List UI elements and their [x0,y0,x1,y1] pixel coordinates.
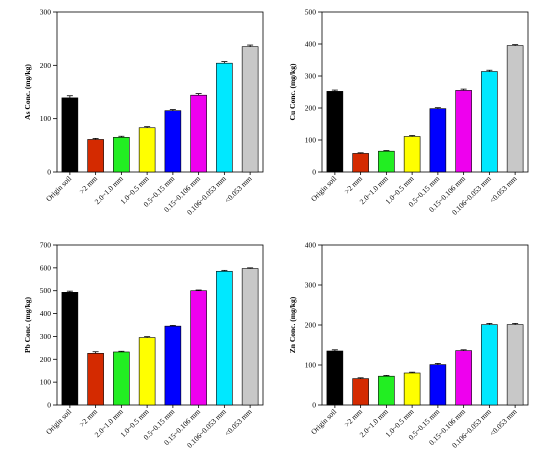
x-category-label: Origin soil [309,407,338,436]
x-category-label: >2 mm [342,174,364,196]
plot-frame [56,244,264,406]
bar [138,337,156,406]
y-tick-label: 200 [40,355,52,364]
bar [429,364,447,406]
bar [61,292,79,406]
x-category-label: Origin soil [44,407,73,436]
y-axis-title: As Conc. (mg/kg) [23,64,32,120]
y-tick-label: 300 [305,281,317,290]
bar [429,108,447,173]
bar [455,350,472,406]
bar [326,350,344,406]
y-axis-title: Zn Conc. (mg/kg) [288,296,297,353]
y-tick-label: 500 [40,286,52,295]
x-category-label: Origin soil [44,174,73,203]
bar [138,127,156,173]
x-category-label: <0.053 mm [223,174,254,205]
bar [113,351,130,406]
bar [61,97,79,173]
y-tick-label: 400 [40,309,52,318]
pb-panel: 0 100 200 300 400 500 600 700 Pb Conc. (mg/kg) Or… [23,241,264,450]
x-category-label: <0.053 mm [488,407,519,438]
bar [326,91,344,173]
bar [113,137,130,173]
bar [352,153,369,173]
bar [190,94,207,173]
bar [216,270,233,406]
y-tick-label: 0 [47,401,51,410]
bar [378,375,395,406]
y-tick-label: 300 [40,8,52,17]
bar [506,45,524,173]
y-tick-label: 400 [305,241,317,250]
x-category-label: >2 mm [77,407,99,429]
y-tick-label: 200 [305,321,317,330]
cu-panel: 0 100 200 300 400 500 Cu Conc. (mg/kg) Origin s… [288,8,529,217]
x-category-label: <0.053 mm [488,174,519,205]
y-tick-label: 500 [305,8,317,17]
y-tick-label: 200 [40,61,52,70]
bar [352,378,369,406]
y-tick-label: 600 [40,263,52,272]
bar [481,324,498,406]
y-tick-label: 0 [47,168,51,177]
x-category-label: Origin soil [309,174,338,203]
y-tick-label: 300 [305,72,317,81]
y-tick-label: 700 [40,241,52,250]
plot-frame [56,11,264,173]
bar [87,139,104,173]
bar [241,46,259,173]
bar [403,372,421,406]
y-tick-label: 100 [305,361,317,370]
bar [216,62,233,173]
y-tick-label: 100 [305,136,317,145]
x-category-label: <0.053 mm [223,407,254,438]
y-tick-label: 0 [312,168,316,177]
as-panel: 0 100 200 300 As Conc. (mg/kg) Origin soil >2 … [23,8,264,217]
bar [190,290,207,406]
bar [87,353,104,406]
x-category-label: >2 mm [342,407,364,429]
bar [506,324,524,406]
zn-panel: 0 100 200 300 400 Zn Conc. (mg/kg) Origin soil… [288,241,529,450]
bar [481,71,498,173]
y-tick-label: 200 [305,104,317,113]
y-tick-label: 100 [40,378,52,387]
bar [378,150,395,173]
bar [241,268,259,406]
y-tick-label: 100 [40,114,52,123]
y-axis-title: Pb Conc. (mg/kg) [23,296,32,353]
y-tick-label: 300 [40,332,52,341]
bar [403,136,421,173]
bar [455,90,472,173]
x-category-label: >2 mm [77,174,99,196]
y-axis-title: Cu Conc. (mg/kg) [288,63,297,120]
bar [164,325,182,406]
y-tick-label: 400 [305,40,317,49]
plot-frame [321,11,529,173]
y-tick-label: 0 [312,401,316,410]
bar [164,110,182,173]
